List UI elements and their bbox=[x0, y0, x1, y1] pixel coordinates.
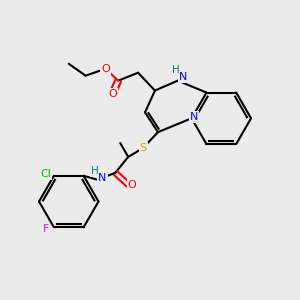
Text: O: O bbox=[101, 64, 110, 74]
Text: N: N bbox=[189, 112, 198, 122]
Text: N: N bbox=[98, 173, 106, 183]
Text: H: H bbox=[91, 166, 98, 176]
Text: S: S bbox=[140, 143, 147, 153]
Text: O: O bbox=[108, 88, 117, 98]
Text: F: F bbox=[43, 224, 49, 234]
Text: O: O bbox=[128, 180, 136, 190]
Text: Cl: Cl bbox=[40, 169, 51, 179]
Text: H: H bbox=[172, 65, 180, 75]
Text: N: N bbox=[178, 72, 187, 82]
